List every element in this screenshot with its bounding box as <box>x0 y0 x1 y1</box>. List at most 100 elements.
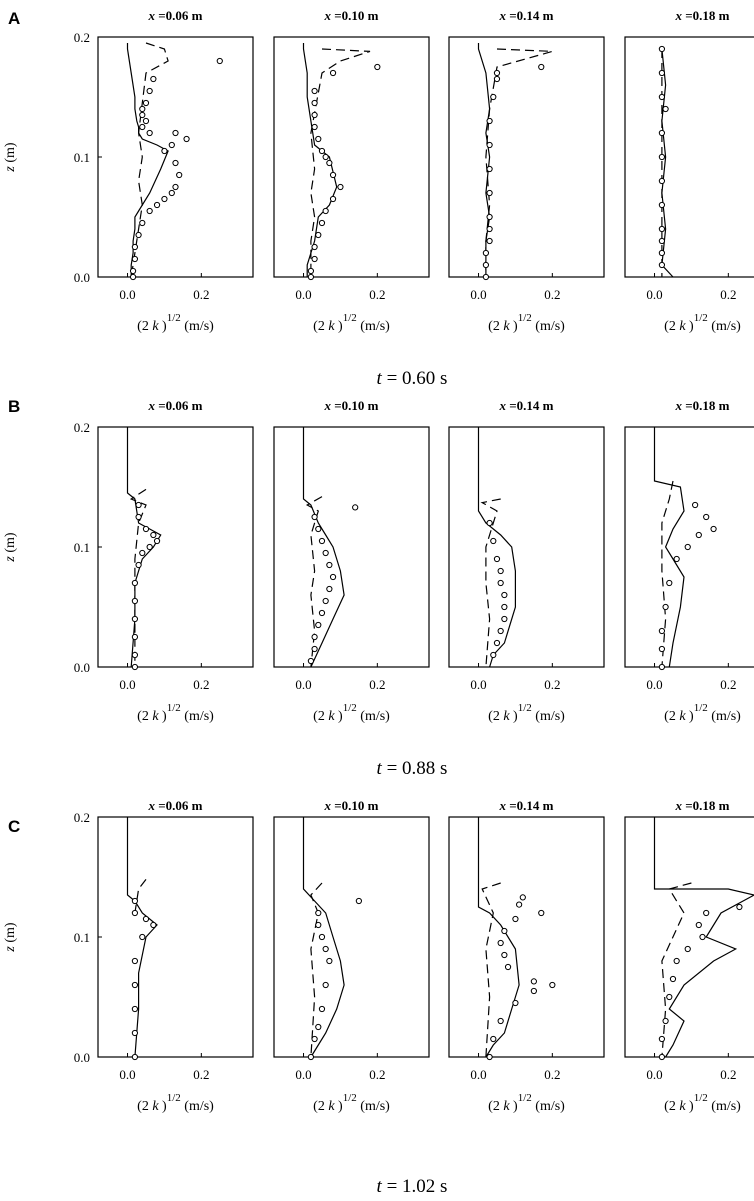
data-point <box>131 897 139 905</box>
data-point <box>131 255 139 263</box>
subplot-C-3: x =0.14 m 0.0 0.2 (2 k )1/2 (m/s) <box>448 798 605 1114</box>
data-point <box>146 543 153 551</box>
x-axis-pre: (2 <box>488 709 503 724</box>
data-point <box>311 645 318 653</box>
data-point <box>326 585 333 593</box>
dashed-series-line <box>305 496 323 668</box>
data-point <box>315 921 322 929</box>
data-point <box>658 261 666 269</box>
data-point <box>703 513 710 521</box>
subplot-title-value: =0.14 m <box>506 8 554 23</box>
x-tick-label: 0.0 <box>295 677 311 692</box>
data-point <box>150 531 157 539</box>
data-point <box>692 501 699 509</box>
data-point <box>658 645 666 653</box>
x-axis-post: ) <box>686 319 695 334</box>
data-point <box>150 75 157 83</box>
x-axis-sup: 1/2 <box>518 1092 532 1104</box>
plot-frame <box>273 36 430 278</box>
plot-frame <box>448 816 605 1058</box>
x-axis-label: (2 k )1/2 (m/s) <box>313 702 390 724</box>
x-axis-post: ) <box>335 319 344 334</box>
y-tick-label: 0.2 <box>74 810 90 825</box>
data-point <box>326 957 333 965</box>
data-point <box>684 945 691 953</box>
solid-series-line <box>661 48 674 278</box>
data-point <box>142 99 150 107</box>
x-tick-label: 0.2 <box>369 287 385 302</box>
solid-series-line <box>302 817 345 1058</box>
x-tick-label: 0.0 <box>646 287 662 302</box>
data-point <box>172 183 179 191</box>
data-point <box>129 273 137 281</box>
data-point <box>658 45 666 53</box>
dashed-series-line <box>129 488 147 667</box>
data-point <box>490 651 497 659</box>
x-tick-label: 0.2 <box>369 677 385 692</box>
data-point <box>131 651 139 659</box>
x-axis-post: ) <box>159 319 168 334</box>
y-tick-label: 0.1 <box>74 150 90 165</box>
dashed-series-line <box>481 882 501 1058</box>
subplot-title-var: x <box>499 798 507 813</box>
x-axis-pre: (2 <box>488 1099 503 1114</box>
x-axis-var: k <box>503 1099 510 1114</box>
subplot-C-2: x =0.10 m 0.0 0.2 (2 k )1/2 (m/s) <box>273 798 430 1114</box>
data-point <box>322 549 329 557</box>
y-tick-label: 0.0 <box>74 1050 90 1065</box>
y-tick-label: 0.1 <box>74 930 90 945</box>
data-point <box>493 69 501 77</box>
data-point <box>318 537 326 545</box>
data-point <box>142 117 150 125</box>
y-tick-label: 0.2 <box>74 30 90 45</box>
data-point <box>135 513 142 521</box>
x-axis-unit: (m/s) <box>532 1099 565 1114</box>
data-point <box>695 921 702 929</box>
data-point <box>490 537 497 545</box>
x-axis-post: ) <box>335 1099 344 1114</box>
data-point <box>497 567 504 575</box>
x-tick-label: 0.0 <box>646 677 662 692</box>
x-axis-label: (2 k )1/2 (m/s) <box>488 312 565 334</box>
subplot-A-1: x =0.06 m 0.0 0.2 0.0 0.1 0.2 (2 k )1/2 (m/s) <box>74 8 254 334</box>
x-axis-pre: (2 <box>137 319 152 334</box>
data-point <box>497 627 504 635</box>
data-point <box>703 909 710 917</box>
y-axis-var: z <box>3 556 18 563</box>
x-axis-sup: 1/2 <box>694 702 708 714</box>
subplot-title: x =0.10 m <box>324 798 379 813</box>
data-point <box>311 87 318 95</box>
subplot-title-var: x <box>675 398 683 413</box>
x-axis-var: k <box>679 1099 686 1114</box>
plot-frame <box>273 816 430 1058</box>
data-point <box>658 663 666 671</box>
data-point <box>131 243 139 251</box>
time-caption-value: = 0.60 s <box>382 368 448 389</box>
data-point <box>673 957 680 965</box>
data-point <box>658 201 666 209</box>
x-axis-sup: 1/2 <box>518 702 532 714</box>
data-point <box>322 981 329 989</box>
plot-frame <box>97 36 254 278</box>
data-point <box>139 105 146 113</box>
data-point <box>311 99 318 107</box>
data-point <box>530 978 537 985</box>
data-point <box>153 201 161 209</box>
x-tick-label: 0.0 <box>295 1067 311 1082</box>
plot-frame <box>624 426 754 668</box>
subplot-A-3: x =0.14 m 0.0 0.2 (2 k )1/2 (m/s) <box>448 8 605 334</box>
solid-series-line <box>126 43 169 277</box>
data-point <box>311 1035 318 1043</box>
data-point <box>352 504 359 511</box>
data-point <box>486 237 493 245</box>
x-axis-unit: (m/s) <box>357 709 390 724</box>
data-point <box>131 909 139 917</box>
subplot-title: x =0.14 m <box>499 798 554 813</box>
time-caption-var: t <box>377 1176 383 1197</box>
x-axis-label: (2 k )1/2 (m/s) <box>137 312 214 334</box>
plot-frame <box>624 816 754 1058</box>
x-tick-label: 0.2 <box>720 1067 736 1082</box>
y-tick-label: 0.2 <box>74 420 90 435</box>
solid-series-line <box>126 817 158 1058</box>
data-point <box>490 1035 497 1043</box>
